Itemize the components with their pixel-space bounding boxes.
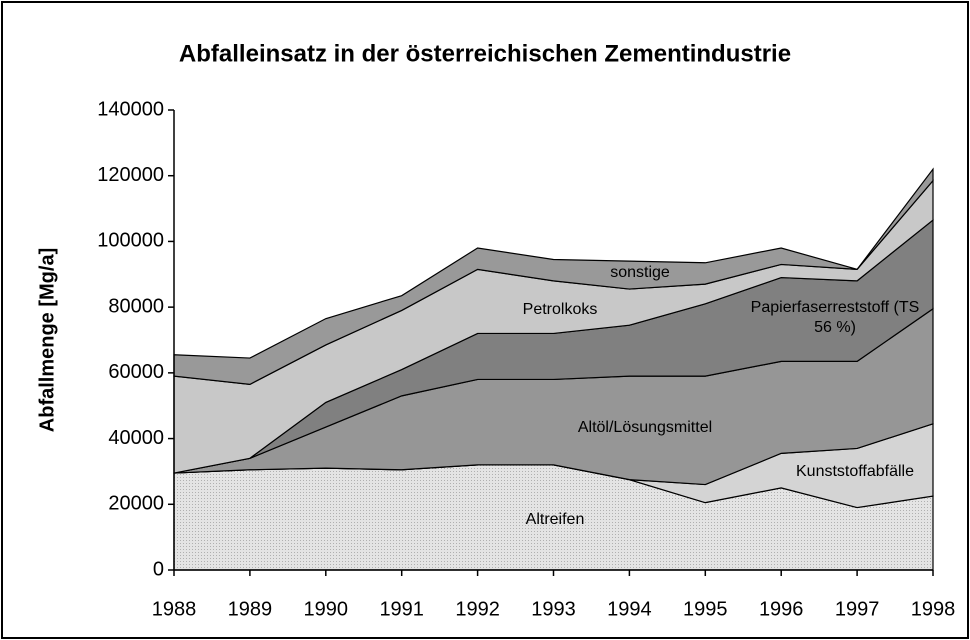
y-tick-label: 80000 (108, 295, 164, 317)
x-tick-label: 1997 (835, 598, 880, 620)
x-tick-label: 1994 (607, 598, 652, 620)
area-label: Altöl/Lösungsmittel (577, 419, 713, 436)
area (173, 167, 934, 385)
area-label: Altreifen (525, 511, 585, 528)
chart-title: Abfalleinsatz in der österreichischen Ze… (179, 40, 791, 67)
y-tick-label: 60000 (108, 361, 164, 383)
area-label: Papierfaserreststoff (TS 56 %) (750, 299, 920, 336)
x-tick-label: 1991 (379, 598, 424, 620)
x-tick-label: 1995 (683, 598, 728, 620)
y-tick-label: 100000 (97, 230, 164, 252)
area-label: Kunststoffabfälle (795, 463, 915, 480)
x-tick-label: 1990 (304, 598, 349, 620)
y-tick-label: 120000 (97, 164, 164, 186)
y-tick-label: 40000 (108, 427, 164, 449)
x-tick-label: 1988 (152, 598, 197, 620)
y-tick-label: 20000 (108, 493, 164, 515)
x-tick-label: 1989 (228, 598, 273, 620)
x-tick-label: 1996 (759, 598, 804, 620)
y-axis-label: Abfallmenge [Mg/a] (36, 248, 58, 432)
y-tick-label: 0 (153, 558, 164, 580)
y-tick-label: 140000 (97, 98, 164, 120)
x-tick-label: 1993 (531, 598, 576, 620)
x-tick-label: 1998 (911, 598, 956, 620)
area-label: sonstige (610, 264, 670, 281)
area-label: Petrolkoks (522, 301, 598, 318)
x-tick-label: 1992 (455, 598, 500, 620)
